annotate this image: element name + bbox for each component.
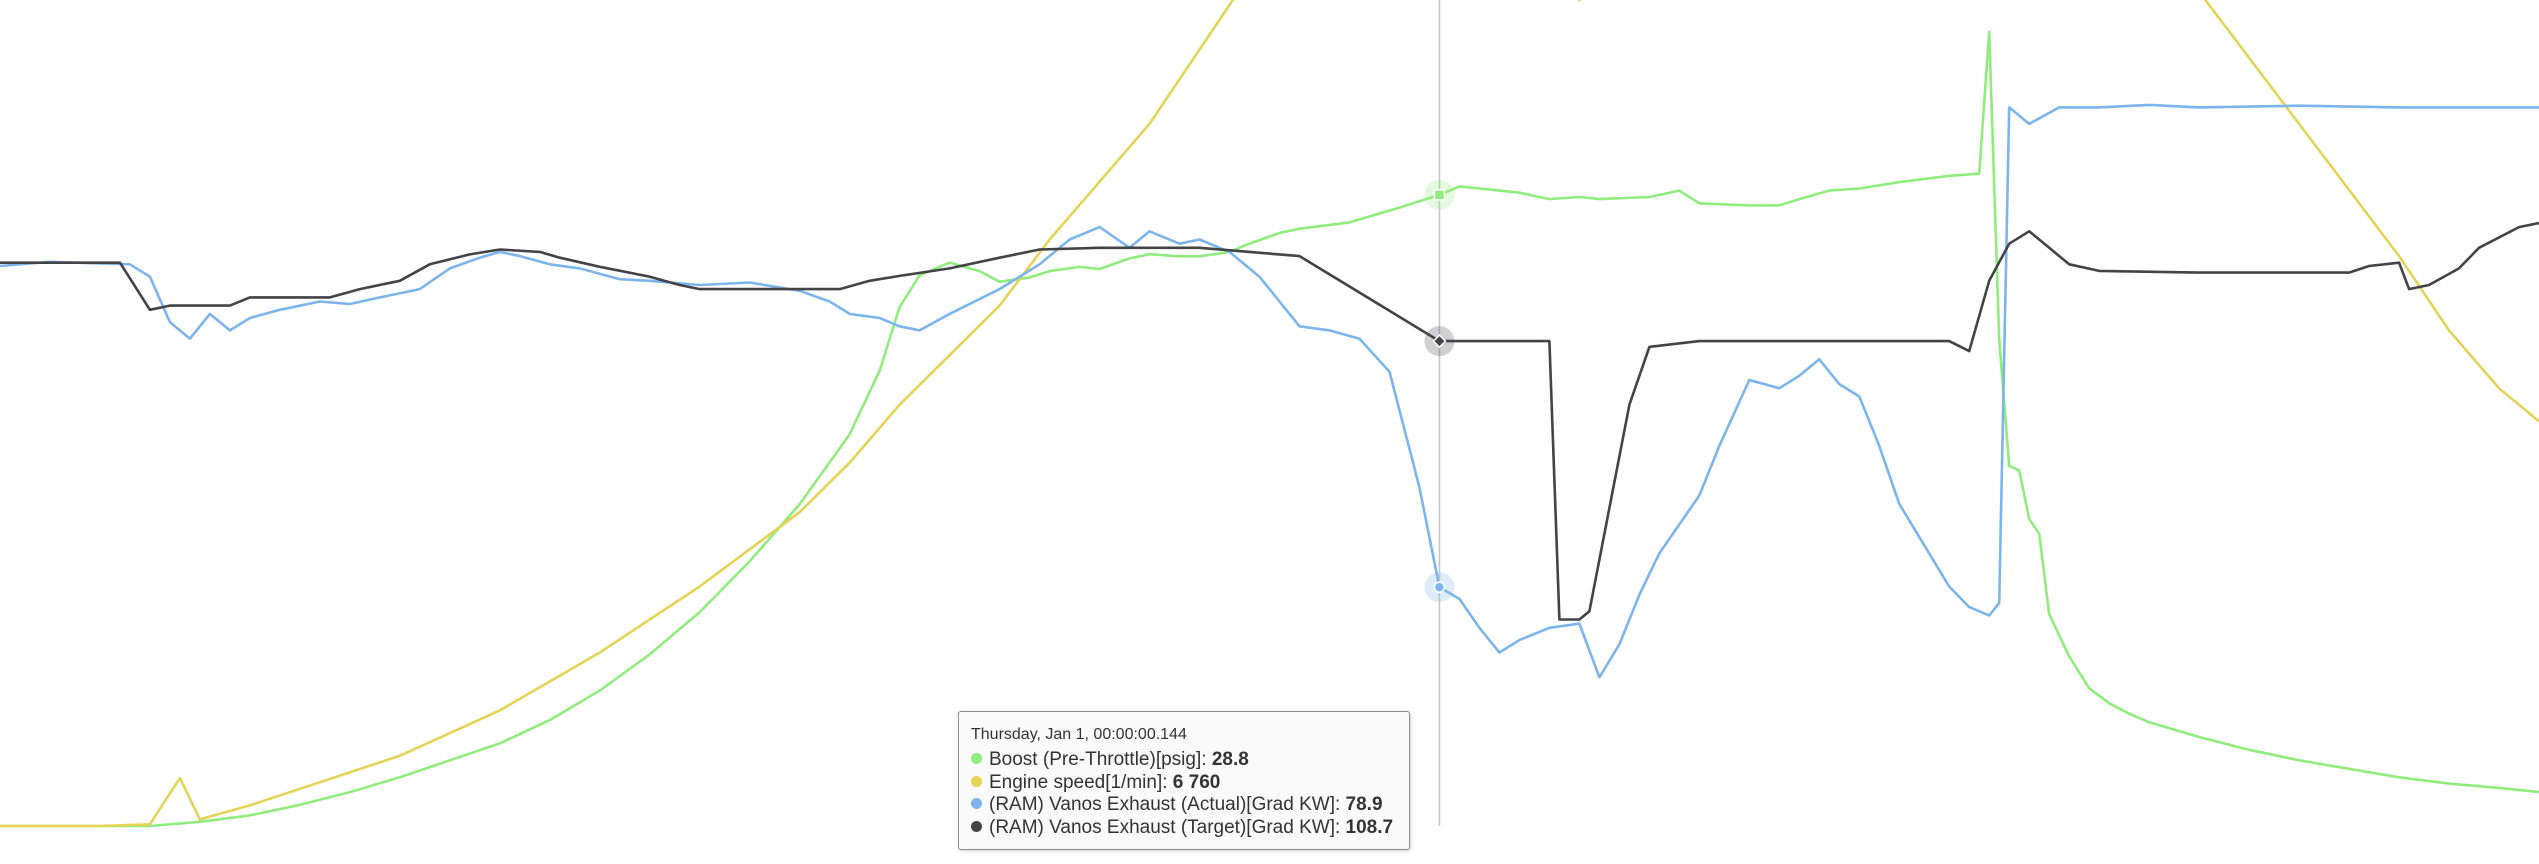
tooltip-value: 108.7 bbox=[1345, 816, 1394, 838]
hover-point-2 bbox=[1433, 581, 1446, 594]
tooltip-header: Thursday, Jan 1, 00:00:00.144 bbox=[971, 726, 1187, 743]
tooltip-label: (RAM) Vanos Exhaust (Target)[Grad KW] bbox=[989, 816, 1335, 838]
series-bullet-icon bbox=[971, 820, 982, 832]
series-line-1[interactable] bbox=[0, 0, 2539, 828]
tooltip-row-vanos-actual: (RAM) Vanos Exhaust (Actual)[Grad KW]: 7… bbox=[971, 794, 1397, 817]
tooltip: Thursday, Jan 1, 00:00:00.144 Boost (Pre… bbox=[958, 711, 1410, 850]
tooltip-label: (RAM) Vanos Exhaust (Actual)[Grad KW] bbox=[989, 794, 1335, 815]
hover-point-0 bbox=[1433, 189, 1446, 201]
tooltip-label: Boost (Pre-Throttle)[psig] bbox=[989, 749, 1202, 770]
tooltip-row-engine-speed: Engine speed[1/min]: 6 760 bbox=[971, 772, 1397, 795]
tooltip-value: 6 760 bbox=[1172, 771, 1221, 793]
series-line-3[interactable] bbox=[0, 221, 2539, 621]
series-line-0[interactable] bbox=[0, 30, 2539, 828]
series-bullet-icon bbox=[971, 798, 982, 809]
tooltip-value: 78.9 bbox=[1345, 794, 1383, 815]
tooltip-label: Engine speed[1/min] bbox=[989, 771, 1163, 793]
series-bullet-icon bbox=[971, 753, 982, 764]
series-bullet-icon bbox=[971, 775, 982, 787]
series-line-2[interactable] bbox=[0, 103, 2539, 679]
hover-point-3 bbox=[1432, 334, 1447, 349]
hover-markers bbox=[1424, 179, 1455, 603]
tooltip-row-vanos-target: (RAM) Vanos Exhaust (Target)[Grad KW]: 1… bbox=[971, 817, 1397, 840]
tooltip-row-boost: Boost (Pre-Throttle)[psig]: 28.8 bbox=[971, 749, 1397, 772]
tooltip-value: 28.8 bbox=[1211, 749, 1249, 770]
series-layer bbox=[0, 0, 2539, 828]
